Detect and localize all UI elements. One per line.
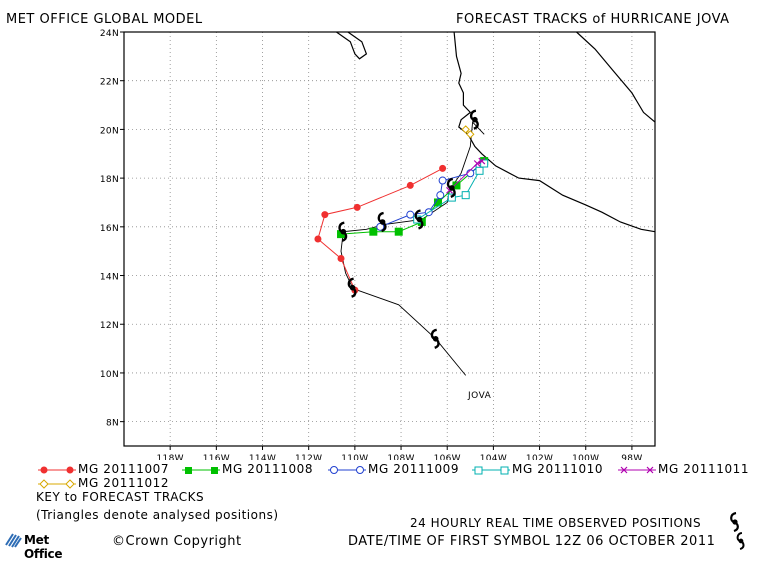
legend-label: MG 20111009: [368, 462, 460, 476]
hurricane-symbol-icon: [736, 532, 745, 550]
hurricane-symbol-icon: [430, 328, 440, 349]
track-marker: [439, 164, 447, 172]
x-tick-label: 102W: [526, 454, 553, 460]
legend-item-mg-20111010: MG 20111010: [470, 462, 620, 478]
observed-track-line: [340, 121, 485, 376]
legend-label: MG 20111008: [222, 462, 314, 476]
storm-name-label: JOVA: [467, 391, 492, 401]
coastline: [336, 31, 368, 60]
first-symbol-date: DATE/TIME OF FIRST SYMBOL 12Z 06 OCTOBER…: [348, 534, 716, 549]
hurricane-symbol-icon: [730, 512, 739, 532]
legend-label: MG 20111012: [78, 476, 170, 490]
header-right-title: FORECAST TRACKS of HURRICANE JOVA: [456, 12, 730, 27]
x-tick-label: 98W: [621, 454, 642, 460]
legend-label: MG 20111010: [512, 462, 604, 476]
met-office-logo-text: Met Office: [24, 533, 63, 561]
hurricane-symbol-icon: [347, 277, 357, 298]
y-tick-label: 8N: [106, 419, 119, 429]
track-marker: [461, 125, 470, 134]
x-tick-label: 108W: [387, 454, 414, 460]
track-marker: [321, 211, 329, 219]
hurricane-symbol-icon: [446, 177, 456, 199]
track-marker: [406, 210, 415, 219]
hurricane-symbol-eye: [449, 185, 455, 191]
legend-item-mg-20111012: MG 20111012: [36, 476, 186, 492]
track-marker: [433, 198, 442, 207]
hurricane-symbol-icon: [377, 211, 387, 233]
key-note: (Triangles denote analysed positions): [36, 508, 279, 522]
track-marker: [394, 227, 403, 236]
met-office-logo-icon: [5, 533, 22, 548]
hurricane-symbol-eye: [472, 116, 478, 123]
hurricane-symbol-eye: [432, 336, 439, 342]
y-tick-label: 24N: [100, 29, 119, 39]
hurricane-symbol-icon: [414, 209, 424, 230]
track-marker: [466, 130, 475, 139]
coastline: [576, 31, 656, 123]
track-marker: [369, 227, 378, 236]
x-tick-label: 100W: [572, 454, 599, 460]
forecast-track: [314, 164, 447, 294]
y-tick-label: 16N: [100, 224, 119, 234]
x-tick-label: 104W: [480, 454, 507, 460]
x-tick-label: 114W: [249, 454, 276, 460]
header-left-title: MET OFFICE GLOBAL MODEL: [6, 12, 203, 27]
y-tick-label: 10N: [100, 370, 119, 380]
key-title: KEY to FORECAST TRACKS: [36, 490, 205, 504]
hurricane-symbol-eye: [379, 219, 386, 225]
map-frame: [123, 31, 656, 447]
coastline: [453, 31, 656, 233]
forecast-track: [461, 125, 475, 139]
x-tick-label: 110W: [341, 454, 368, 460]
x-tick-label: 112W: [295, 454, 322, 460]
track-marker: [314, 235, 322, 243]
track-marker: [475, 166, 484, 175]
legend-label: MG 20111007: [78, 462, 170, 476]
track-marker: [436, 191, 445, 200]
x-tick-label: 118W: [157, 454, 184, 460]
legend-item-mg-20111008: MG 20111008: [180, 462, 330, 478]
legend-item-mg-20111007: MG 20111007: [36, 462, 186, 478]
track-marker: [337, 254, 345, 262]
forecast-track: [376, 161, 484, 231]
track-marker: [478, 157, 486, 165]
y-tick-label: 18N: [100, 175, 119, 185]
met-office-logo: Met Office: [4, 531, 88, 561]
forecast-track-map: 118W 116W 114W 112W 110W 108W 106W 104W 102W 100W…: [100, 29, 656, 460]
copyright: ©Crown Copyright: [112, 534, 242, 549]
y-tick-label: 14N: [100, 273, 119, 283]
legend-label: MG 20111011: [658, 462, 750, 476]
track-marker: [461, 191, 470, 200]
track-marker: [438, 176, 447, 185]
y-tick-label: 20N: [100, 126, 119, 136]
observed-positions-note: 24 HOURLY REAL TIME OBSERVED POSITIONS: [410, 516, 702, 530]
legend-item-mg-20111011: MG 20111011: [616, 462, 766, 478]
track-marker: [353, 203, 361, 211]
x-tick-label: 116W: [203, 454, 230, 460]
track-marker: [473, 160, 481, 167]
legend-item-mg-20111009: MG 20111009: [326, 462, 476, 478]
hurricane-symbol-eye: [349, 284, 356, 291]
hurricane-symbol-icon: [469, 109, 479, 130]
x-tick-label: 106W: [434, 454, 461, 460]
track-marker: [452, 181, 461, 190]
y-tick-label: 12N: [100, 321, 119, 331]
track-marker: [337, 230, 346, 239]
track-marker: [406, 181, 414, 189]
hurricane-symbol-eye: [340, 228, 347, 235]
y-tick-label: 22N: [100, 78, 119, 88]
hurricane-symbol-eye: [416, 216, 423, 223]
hurricane-symbol-icon: [338, 221, 348, 242]
